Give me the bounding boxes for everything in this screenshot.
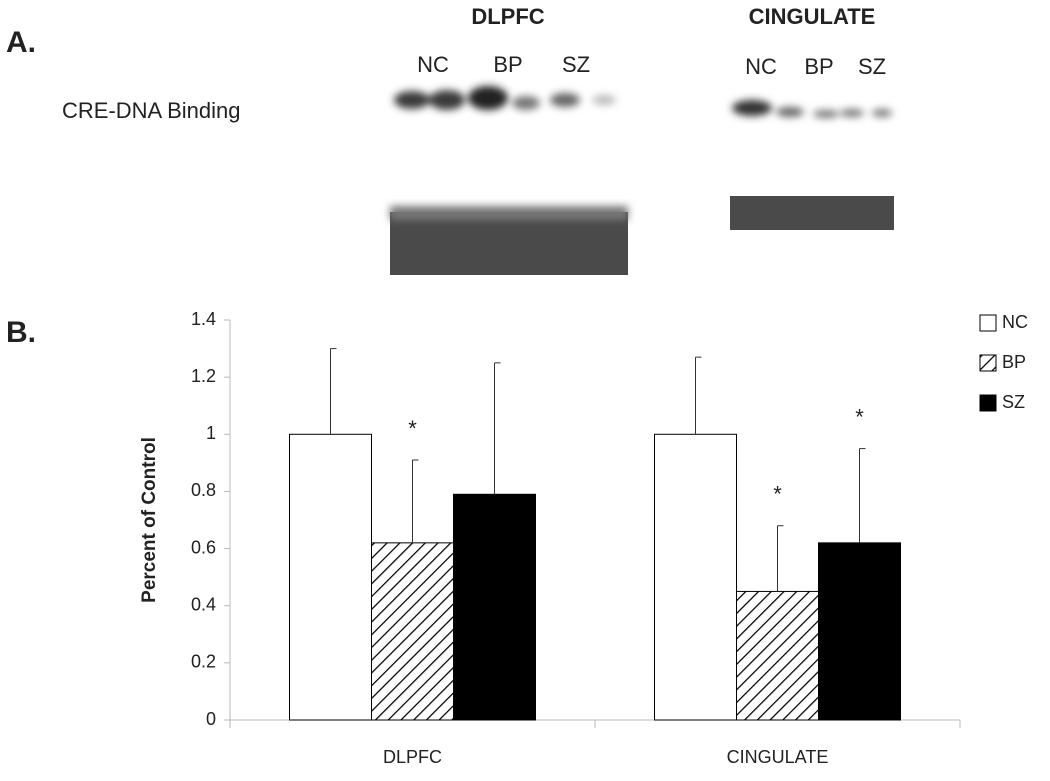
legend-swatch xyxy=(979,314,997,332)
bar xyxy=(289,433,372,721)
lane-label: NC xyxy=(745,54,777,79)
significance-label: * xyxy=(855,404,864,429)
legend-label: NC xyxy=(1002,312,1028,332)
lane-label: NC xyxy=(417,52,449,77)
bar xyxy=(654,433,737,721)
legend-label: BP xyxy=(1002,352,1026,372)
x-tick-label: CINGULATE xyxy=(727,747,829,767)
x-tick-label: DLPFC xyxy=(383,747,442,767)
gel-image xyxy=(390,86,894,275)
gel-title: CINGULATE xyxy=(749,4,876,29)
y-tick-label: 0.4 xyxy=(191,594,216,614)
row-label: CRE-DNA Binding xyxy=(62,98,241,123)
y-tick-label: 1.2 xyxy=(191,366,216,386)
y-axis-label: Percent of Control xyxy=(139,437,160,603)
significance-label: * xyxy=(773,482,782,507)
lane-label: BP xyxy=(804,54,833,79)
y-tick-label: 0.8 xyxy=(191,480,216,500)
legend-label: SZ xyxy=(1002,392,1025,412)
lane-label: BP xyxy=(493,52,522,77)
legend-swatch xyxy=(979,394,997,412)
bar xyxy=(371,542,454,721)
panel-label: A. xyxy=(6,26,36,59)
bar xyxy=(453,493,536,721)
lane-label: SZ xyxy=(858,54,886,79)
bar xyxy=(736,590,819,721)
y-tick-label: 0 xyxy=(206,709,216,729)
y-tick-label: 1 xyxy=(206,423,216,443)
bar xyxy=(818,542,901,721)
lane-label: SZ xyxy=(562,52,590,77)
y-tick-label: 1.4 xyxy=(191,309,216,329)
significance-label: * xyxy=(408,416,417,441)
y-tick-label: 0.6 xyxy=(191,537,216,557)
gel-title: DLPFC xyxy=(471,4,544,29)
legend-swatch xyxy=(979,354,997,372)
panel-label: B. xyxy=(6,316,36,349)
y-tick-label: 0.2 xyxy=(191,652,216,672)
